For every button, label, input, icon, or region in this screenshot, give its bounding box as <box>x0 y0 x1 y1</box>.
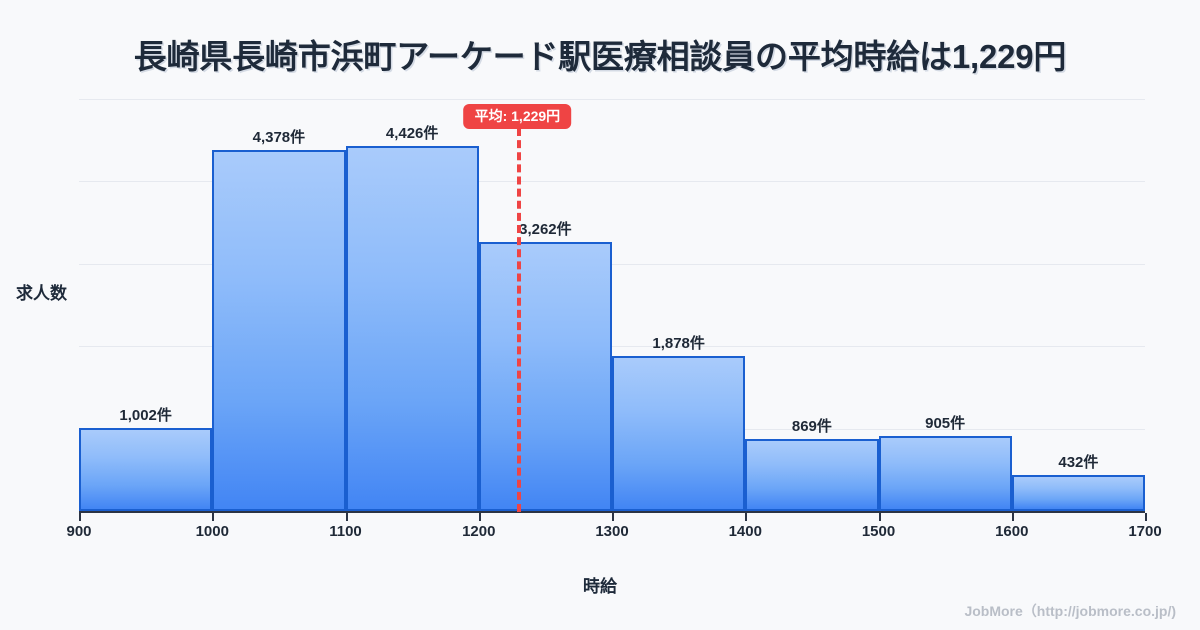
gridline <box>79 99 1145 100</box>
bar-value-label: 905件 <box>925 415 966 433</box>
x-axis-tick <box>212 513 215 521</box>
x-axis-tick-label: 1500 <box>861 523 896 540</box>
gridline <box>79 181 1145 183</box>
watermark: JobMore（http://jobmore.co.jp/) <box>964 603 1176 619</box>
x-axis-tick-label: 1100 <box>329 523 362 540</box>
x-axis-tick-label: 1300 <box>595 523 629 540</box>
x-axis-line <box>79 511 1145 513</box>
bar-value-label: 869件 <box>791 418 832 436</box>
bar-value-label: 432件 <box>1058 454 1099 472</box>
x-axis-tick-label: 1600 <box>995 523 1029 540</box>
average-badge: 平均: 1,229円 <box>463 104 572 130</box>
bar-value-label: 1,002件 <box>119 407 172 425</box>
x-axis-tick <box>478 513 481 521</box>
x-axis-tick <box>745 513 748 521</box>
bar-value-label: 1,878件 <box>652 335 705 353</box>
gridline <box>79 346 1145 348</box>
histogram-bar[interactable] <box>745 439 879 511</box>
page-title: 長崎県長崎市浜町アーケード駅医療相談員の平均時給は1,229円 <box>133 38 1067 75</box>
x-axis-tick <box>1145 513 1147 521</box>
histogram-bar[interactable] <box>612 356 746 511</box>
x-axis-tick <box>79 513 81 521</box>
histogram-bar[interactable] <box>212 150 346 511</box>
x-axis-tick <box>1011 513 1014 521</box>
histogram-bar[interactable] <box>345 146 479 511</box>
x-axis-tick-label: 900 <box>66 523 92 540</box>
bar-value-label: 4,426件 <box>385 125 439 143</box>
x-axis-tick-label: 1200 <box>462 523 496 540</box>
x-axis-tick <box>878 513 881 521</box>
gridline <box>79 263 1145 265</box>
x-axis-label: 時給 <box>583 577 617 596</box>
x-axis-tick-label: 1400 <box>728 523 762 540</box>
average-marker-line <box>517 128 522 512</box>
y-axis-label: 求人数 <box>16 284 67 303</box>
bar-value-label: 4,378件 <box>252 129 306 147</box>
x-axis-tick <box>612 513 614 521</box>
histogram-bar[interactable] <box>1011 475 1145 511</box>
x-axis-tick-label: 1000 <box>195 523 229 540</box>
x-axis-tick <box>345 513 348 521</box>
bar-value-label: 3,262件 <box>519 221 572 239</box>
x-axis-tick-label: 1700 <box>1128 523 1162 540</box>
histogram-bar[interactable] <box>478 242 612 511</box>
histogram-bar[interactable] <box>79 428 213 511</box>
histogram-bar[interactable] <box>878 436 1012 511</box>
